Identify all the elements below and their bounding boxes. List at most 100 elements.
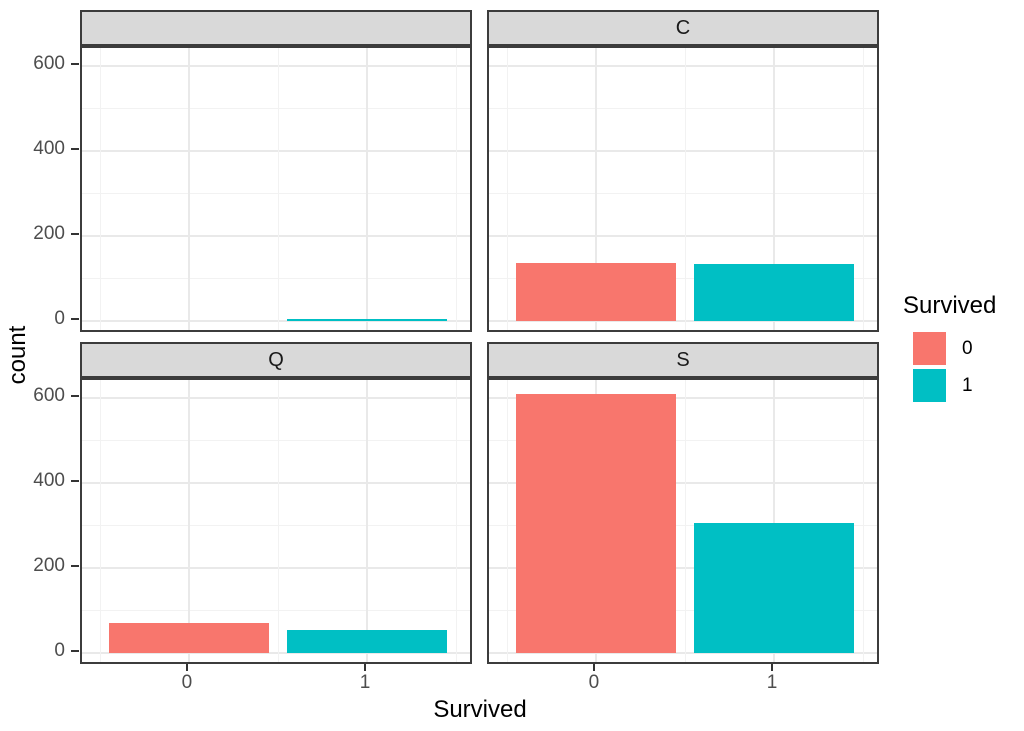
minor-gridline <box>82 440 470 442</box>
minor-gridline <box>489 108 877 110</box>
minor-gridline <box>863 48 865 330</box>
x-tick-label: 1 <box>766 672 778 693</box>
x-axis-title: Survived <box>433 696 527 723</box>
facet-strip-Q: Q <box>80 342 472 378</box>
y-tick-mark <box>71 147 79 150</box>
minor-gridline <box>82 193 470 195</box>
y-tick-label: 200 <box>33 222 65 244</box>
major-gridline <box>82 234 470 237</box>
y-tick-label: 0 <box>54 639 65 661</box>
bar-S-survived-0 <box>515 393 677 653</box>
facet-panel-Q <box>80 378 472 664</box>
bar-C-survived-1 <box>693 264 855 321</box>
minor-gridline <box>99 380 101 662</box>
minor-gridline <box>506 48 508 330</box>
major-gridline <box>82 319 470 322</box>
y-axis-title: count <box>4 325 31 385</box>
legend: Survived 0 1 <box>903 292 996 406</box>
y-tick-label: 600 <box>33 52 65 74</box>
facet-panel-C <box>487 46 879 332</box>
major-gridline <box>187 380 190 662</box>
bar-S-survived-1 <box>693 523 855 653</box>
minor-gridline <box>489 440 877 442</box>
major-gridline <box>82 566 470 569</box>
legend-key-1: 1 <box>913 369 996 402</box>
minor-gridline <box>863 380 865 662</box>
legend-key-0: 0 <box>913 332 996 365</box>
major-gridline <box>187 48 190 330</box>
legend-label-survived-1: 1 <box>962 374 973 396</box>
major-gridline <box>82 149 470 152</box>
major-gridline <box>82 396 470 399</box>
minor-gridline <box>278 380 279 662</box>
minor-gridline <box>489 278 877 280</box>
strip-label-C: C <box>675 17 691 39</box>
facet-strip-C: C <box>487 10 879 46</box>
minor-gridline <box>489 525 877 527</box>
x-tick-mark <box>592 664 595 671</box>
minor-gridline <box>82 108 470 110</box>
major-gridline <box>773 380 776 662</box>
x-tick-mark <box>771 664 774 671</box>
minor-gridline <box>456 48 458 330</box>
minor-gridline <box>99 48 101 330</box>
bar-C-survived-0 <box>515 262 677 321</box>
x-tick-label: 0 <box>181 672 193 693</box>
y-tick-label: 600 <box>33 384 65 406</box>
major-gridline <box>489 396 877 399</box>
major-gridline <box>489 481 877 484</box>
minor-gridline <box>456 380 458 662</box>
bar-Q-survived-1 <box>286 630 448 653</box>
facet-strip-S: S <box>487 342 879 378</box>
minor-gridline <box>506 380 508 662</box>
x-tick-label: 0 <box>588 672 600 693</box>
major-gridline <box>82 651 470 654</box>
legend-swatch-survived-0 <box>913 332 946 365</box>
legend-title: Survived <box>903 292 997 319</box>
major-gridline <box>489 149 877 152</box>
major-gridline <box>594 48 597 330</box>
major-gridline <box>82 64 470 67</box>
x-tick-mark <box>185 664 188 671</box>
y-tick-mark <box>71 479 79 482</box>
legend-label-survived-0: 0 <box>962 337 973 359</box>
facet-panel-S <box>487 378 879 664</box>
y-tick-label: 400 <box>33 137 65 159</box>
minor-gridline <box>489 193 877 195</box>
facet-panel-blank <box>80 46 472 332</box>
x-tick-mark <box>364 664 367 671</box>
y-tick-mark <box>71 317 79 320</box>
y-tick-label: 0 <box>54 307 65 329</box>
minor-gridline <box>685 380 686 662</box>
major-gridline <box>489 566 877 569</box>
minor-gridline <box>82 525 470 527</box>
y-tick-mark <box>71 62 79 65</box>
major-gridline <box>489 64 877 67</box>
major-gridline <box>773 48 776 330</box>
minor-gridline <box>82 278 470 280</box>
minor-gridline <box>82 610 470 612</box>
y-tick-mark <box>71 232 79 235</box>
y-tick-mark <box>71 649 79 652</box>
major-gridline <box>82 481 470 484</box>
legend-swatch-survived-1 <box>913 369 946 402</box>
major-gridline <box>366 380 369 662</box>
facet-strip-blank <box>80 10 472 46</box>
strip-label-Q: Q <box>268 349 284 371</box>
minor-gridline <box>685 48 686 330</box>
bar-blank-survived-1 <box>286 318 448 321</box>
x-tick-label: 1 <box>359 672 371 693</box>
major-gridline <box>489 234 877 237</box>
bar-Q-survived-0 <box>108 623 270 653</box>
major-gridline <box>489 319 877 322</box>
major-gridline <box>366 48 369 330</box>
y-tick-label: 200 <box>33 554 65 576</box>
major-gridline <box>489 651 877 654</box>
minor-gridline <box>489 610 877 612</box>
minor-gridline <box>278 48 279 330</box>
y-tick-mark <box>71 564 79 567</box>
y-tick-mark <box>71 394 79 397</box>
strip-label-S: S <box>676 349 690 371</box>
y-tick-label: 400 <box>33 469 65 491</box>
